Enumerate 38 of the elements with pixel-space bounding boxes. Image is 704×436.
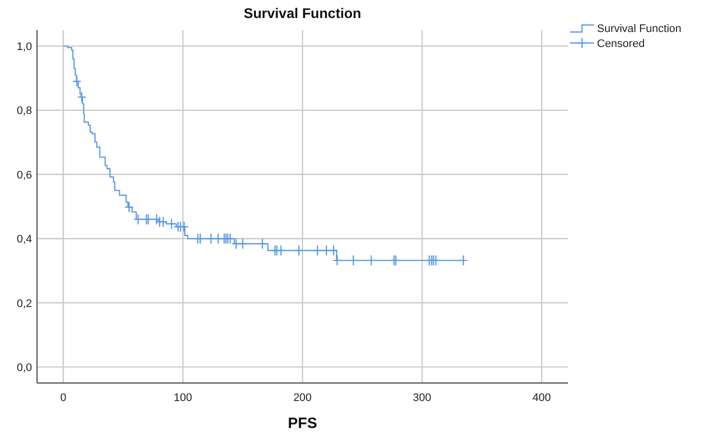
y-tick-label: 0,2 [16,298,32,310]
point [166,218,176,230]
point [206,232,216,244]
legend-label: Censored [597,38,645,50]
y-tick-label: 0,6 [16,169,32,182]
point [238,238,248,250]
point [133,214,143,225]
point [72,76,82,87]
x-tick-label: 0 [60,392,66,404]
y-tick-label: 0,4 [16,234,32,246]
point [214,232,223,244]
y-tick-label: 0,8 [16,105,32,118]
point [312,244,322,256]
point [332,254,342,266]
y-tick-label: 1,0 [16,41,32,54]
point [431,254,440,266]
y-tick-label: 0,0 [16,362,32,374]
x-tick-label: 300 [412,392,432,404]
point [196,232,205,244]
point [258,238,268,250]
point [158,216,168,228]
point [294,244,304,256]
x-tick-label: 200 [293,392,312,404]
point [366,254,376,266]
point [328,244,338,256]
chart-title: Survival Function [244,5,362,21]
legend-label: Survival Function [597,23,682,35]
point [348,254,358,266]
point [276,244,286,256]
point [124,202,134,213]
x-tick-label: 100 [174,392,192,404]
x-axis-title: PFS [288,415,318,432]
point [152,214,162,225]
point [77,91,86,103]
x-tick-label: 400 [532,392,551,404]
point [458,254,468,266]
point [322,244,332,256]
point [427,254,436,266]
